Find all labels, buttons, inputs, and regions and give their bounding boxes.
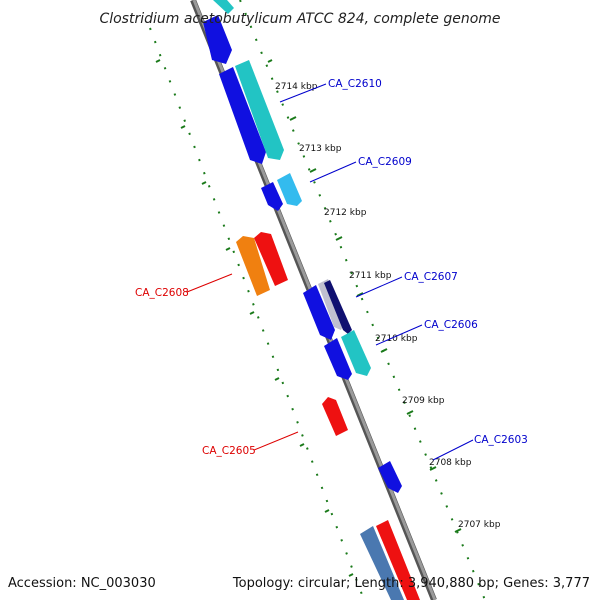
scale-mark: [155, 59, 161, 63]
scale-label: 2713 kbp: [299, 144, 342, 154]
accession-text: Accession: NC_003030: [8, 576, 156, 591]
leader-line: [432, 439, 474, 461]
scale-mark: [299, 443, 305, 447]
scale-mark: [267, 59, 273, 63]
leader-line: [309, 161, 357, 183]
forward-genes: [203, 0, 420, 600]
scale-mark: [289, 116, 297, 121]
scale-mark: [249, 311, 255, 315]
scale-mark: [225, 247, 231, 251]
gene-arrow-forward[interactable]: [324, 280, 352, 334]
outer-scale-marks: [267, 59, 462, 533]
topology-text: Topology: circular; Length: 3,940,880 bp…: [232, 576, 590, 591]
gene-arrow-reverse[interactable]: [254, 232, 288, 286]
scale-labels: 2714 kbp 2713 kbp 2712 kbp 2711 kbp 2710…: [275, 82, 501, 530]
leader-line: [279, 83, 327, 103]
gene-label-leaders: [186, 83, 474, 461]
scale-label: 2714 kbp: [275, 82, 318, 92]
gene-label-forward[interactable]: CA_C2609: [358, 156, 412, 168]
gene-arrow-reverse[interactable]: [236, 236, 270, 296]
scale-mark: [309, 168, 317, 173]
gene-arrow-forward[interactable]: [360, 526, 404, 600]
gene-arrow-forward[interactable]: [235, 60, 284, 160]
leader-line: [253, 431, 299, 451]
gene-arrow-forward[interactable]: [219, 67, 266, 164]
scale-mark: [324, 509, 330, 513]
scale-mark: [180, 125, 186, 129]
reverse-genes: [236, 232, 348, 436]
gene-label-forward[interactable]: CA_C2607: [404, 271, 458, 283]
leader-line: [186, 273, 233, 293]
gene-arrow-forward[interactable]: [203, 15, 232, 64]
scale-mark: [348, 573, 354, 577]
gene-labels: CA_C2610 CA_C2609 CA_C2607 CA_C2606 CA_C…: [135, 78, 528, 457]
gene-label-reverse[interactable]: CA_C2605: [202, 445, 256, 457]
scale-label: 2707 kbp: [458, 520, 501, 530]
scale-mark: [274, 377, 280, 381]
scale-mark: [356, 292, 364, 297]
scale-label: 2711 kbp: [349, 271, 392, 281]
gene-arrow-forward[interactable]: [341, 330, 371, 376]
scale-mark: [454, 528, 462, 533]
gene-label-forward[interactable]: CA_C2603: [474, 434, 528, 446]
scale-mark: [335, 236, 343, 241]
scale-label: 2712 kbp: [324, 208, 367, 218]
gene-arrow-forward[interactable]: [378, 461, 402, 493]
gene-arrow-forward[interactable]: [213, 0, 234, 14]
gene-arrow-forward[interactable]: [261, 182, 283, 211]
gene-arrow-reverse[interactable]: [322, 397, 348, 436]
map-title: Clostridium acetobutylicum ATCC 824, com…: [99, 11, 500, 27]
scale-mark: [406, 410, 414, 415]
scale-label: 2710 kbp: [375, 334, 418, 344]
scale-mark: [429, 466, 437, 471]
scale-label: 2708 kbp: [429, 458, 472, 468]
leader-line: [375, 324, 423, 346]
leader-line: [355, 276, 403, 298]
gene-arrow-forward[interactable]: [376, 520, 420, 600]
gene-label-reverse[interactable]: CA_C2608: [135, 287, 189, 299]
gene-arrow-forward[interactable]: [303, 285, 335, 340]
inner-scale-marks: [155, 59, 354, 577]
gene-arrow-forward[interactable]: [324, 338, 352, 380]
gene-label-forward[interactable]: CA_C2610: [328, 78, 382, 90]
scale-mark: [201, 181, 207, 185]
gene-arrow-forward[interactable]: [277, 173, 302, 206]
scale-label: 2709 kbp: [402, 396, 445, 406]
scale-mark: [380, 348, 388, 353]
gene-label-forward[interactable]: CA_C2606: [424, 319, 478, 331]
